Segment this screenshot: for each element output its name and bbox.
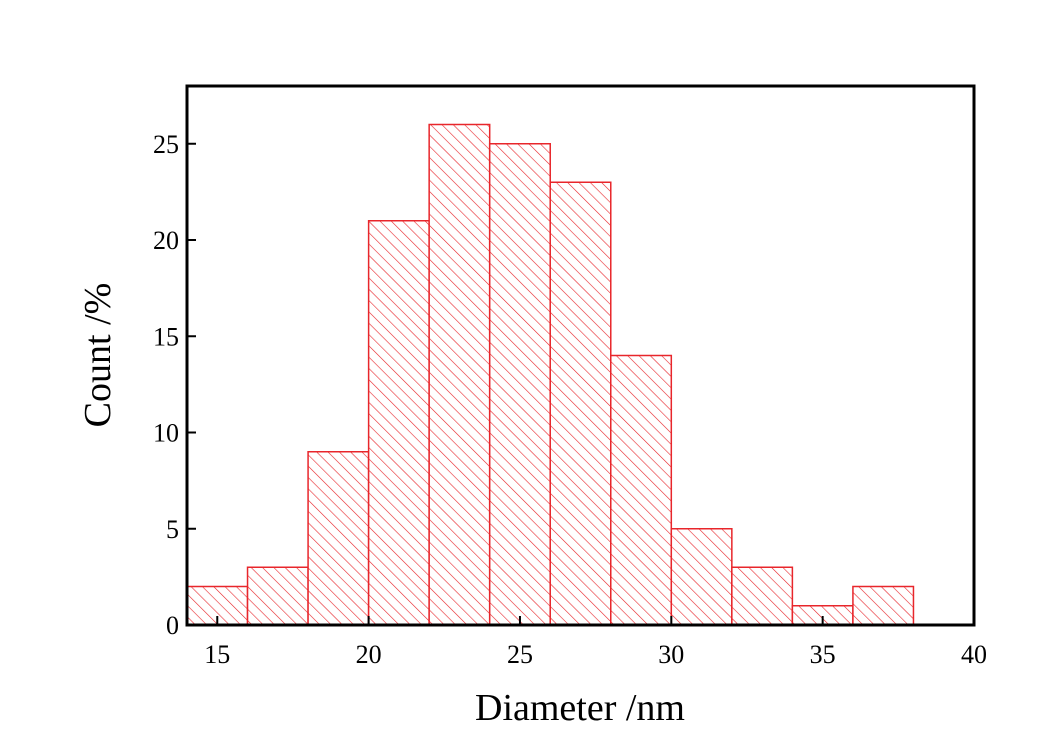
x-tick-label: 40 — [961, 640, 987, 669]
y-axis-title: Count /% — [77, 283, 119, 428]
x-tick-label: 15 — [204, 640, 230, 669]
y-tick-label: 10 — [153, 419, 179, 448]
bar — [852, 585, 915, 626]
x-tick-label: 30 — [658, 640, 684, 669]
bar — [670, 528, 733, 626]
x-tick-label: 20 — [356, 640, 382, 669]
bar — [731, 566, 794, 626]
y-tick-label: 25 — [153, 130, 179, 159]
x-axis-title: Diameter /nm — [475, 687, 685, 729]
bar — [549, 181, 612, 626]
bar — [307, 451, 370, 626]
bar — [610, 354, 673, 626]
x-tick-label: 25 — [507, 640, 533, 669]
x-tick-label: 35 — [810, 640, 836, 669]
y-tick-label: 20 — [153, 226, 179, 255]
plot-frame — [185, 84, 976, 627]
bar — [246, 566, 309, 626]
y-tick-label: 15 — [153, 322, 179, 351]
bar — [367, 220, 430, 626]
bar — [428, 123, 491, 626]
bar — [488, 143, 551, 626]
y-tick-label: 0 — [166, 611, 179, 640]
y-tick-label: 5 — [166, 515, 179, 544]
